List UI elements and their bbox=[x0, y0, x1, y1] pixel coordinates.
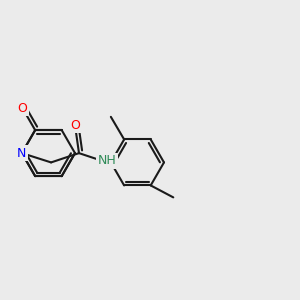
Text: O: O bbox=[18, 102, 28, 115]
Text: NH: NH bbox=[98, 154, 116, 167]
Text: O: O bbox=[70, 119, 80, 132]
Text: N: N bbox=[17, 147, 27, 160]
